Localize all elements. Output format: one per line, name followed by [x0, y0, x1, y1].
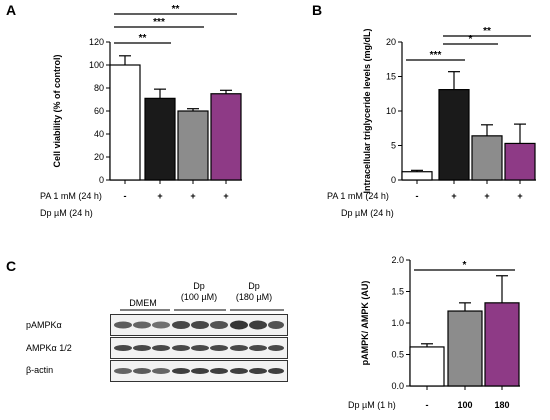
blot-group-dp100-line2: (100 µM)	[180, 292, 218, 302]
y-tick-label: 15	[386, 72, 396, 82]
blot-group-dp180-line1: Dp	[248, 281, 260, 291]
blot-strip-actin	[110, 360, 288, 382]
blot-row-label-pampk: pAMPKα	[26, 320, 62, 330]
blot-row-label-actin: β-actin	[26, 365, 54, 375]
significance-label: **	[483, 26, 491, 37]
condition-value: 180	[494, 400, 509, 410]
condition-value: 100	[457, 400, 472, 410]
condition-value: +	[484, 191, 489, 200]
pa-label-b: PA 1 mM (24 h)	[327, 191, 389, 201]
condition-value: +	[451, 191, 456, 200]
significance-label: *	[469, 34, 473, 45]
significance-label: ***	[153, 17, 165, 28]
significance-label: **	[139, 33, 147, 44]
bar	[484, 302, 520, 387]
y-tick-label: 1.5	[391, 287, 404, 297]
y-tick-label: 20	[94, 152, 104, 162]
bar	[471, 135, 503, 181]
blot-group-dmem: DMEM	[129, 298, 157, 308]
y-tick-label: 80	[94, 83, 104, 93]
blot-group-dp180: Dp (180 µM)	[226, 281, 282, 303]
y-tick-label: 10	[386, 106, 396, 116]
y-axis-label: Cell viability (% of control)	[52, 54, 62, 167]
chart-a: 0 20 40 60 80 100 120 Cell viability (% of cont…	[52, 4, 242, 200]
blot-strip-ampk	[110, 337, 288, 359]
blot-bands-actin	[114, 368, 284, 374]
y-tick-label: 0	[391, 175, 396, 185]
bar	[144, 97, 176, 181]
blot-group-dp180-line2: (180 µM)	[235, 292, 273, 302]
chart-b: 0 5 10 15 20 Intracellular triglyceride level…	[362, 26, 536, 200]
y-axis-label: Intracellular triglyceride levels (mg/dL…	[362, 28, 372, 193]
blot-group-dp100: Dp (100 µM)	[172, 281, 226, 303]
y-tick-label: 120	[89, 37, 104, 47]
condition-value: -	[426, 400, 429, 410]
y-tick-label: 20	[386, 37, 396, 47]
blot-row-label-ampk: AMPKα 1/2	[26, 343, 72, 353]
y-tick-label: 2.0	[391, 255, 404, 265]
y-axis-label: pAMPK/ AMPK (AU)	[360, 281, 370, 366]
condition-value: -	[416, 191, 419, 200]
condition-value: +	[157, 191, 162, 200]
bar	[210, 93, 242, 181]
dp-label-b: Dp µM (24 h)	[341, 208, 394, 218]
bar	[401, 171, 433, 181]
panel-letter-b: B	[312, 2, 323, 18]
y-tick-label: 5	[391, 141, 396, 151]
blot-group-lines	[120, 309, 284, 311]
blot-strip-pampk	[110, 314, 288, 336]
panel-letter-a: A	[6, 2, 17, 18]
chart-c: 0.0 0.5 1.0 1.5 2.0 pAMPK/ AMPK (AU) * - 100 180	[360, 255, 520, 410]
blot-bands-pampk	[114, 320, 284, 330]
y-tick-label: 1.0	[391, 318, 404, 328]
significance-label: **	[172, 4, 180, 15]
panel-letter-c: C	[6, 258, 17, 274]
condition-value: +	[517, 191, 522, 200]
condition-value: +	[190, 191, 195, 200]
dp-label-c: Dp µM (1 h)	[348, 400, 396, 410]
bar	[177, 110, 209, 181]
dp-label-a: Dp µM (24 h)	[40, 208, 93, 218]
y-tick-label: 0.0	[391, 381, 404, 391]
bar	[109, 64, 141, 181]
blot-group-dp100-line1: Dp	[193, 281, 205, 291]
y-tick-label: 100	[89, 60, 104, 70]
condition-value: -	[124, 191, 127, 200]
y-tick-label: 40	[94, 129, 104, 139]
y-tick-label: 0.5	[391, 350, 404, 360]
condition-value: +	[223, 191, 228, 200]
bar	[438, 89, 470, 181]
bar	[504, 142, 536, 181]
y-tick-label: 60	[94, 106, 104, 116]
blot-bands-ampk	[114, 345, 284, 351]
pa-label-a: PA 1 mM (24 h)	[40, 191, 102, 201]
bar	[447, 310, 483, 387]
significance-label: *	[463, 260, 467, 271]
y-tick-label: 0	[99, 175, 104, 185]
bar	[409, 346, 445, 387]
significance-label: ***	[430, 50, 442, 61]
